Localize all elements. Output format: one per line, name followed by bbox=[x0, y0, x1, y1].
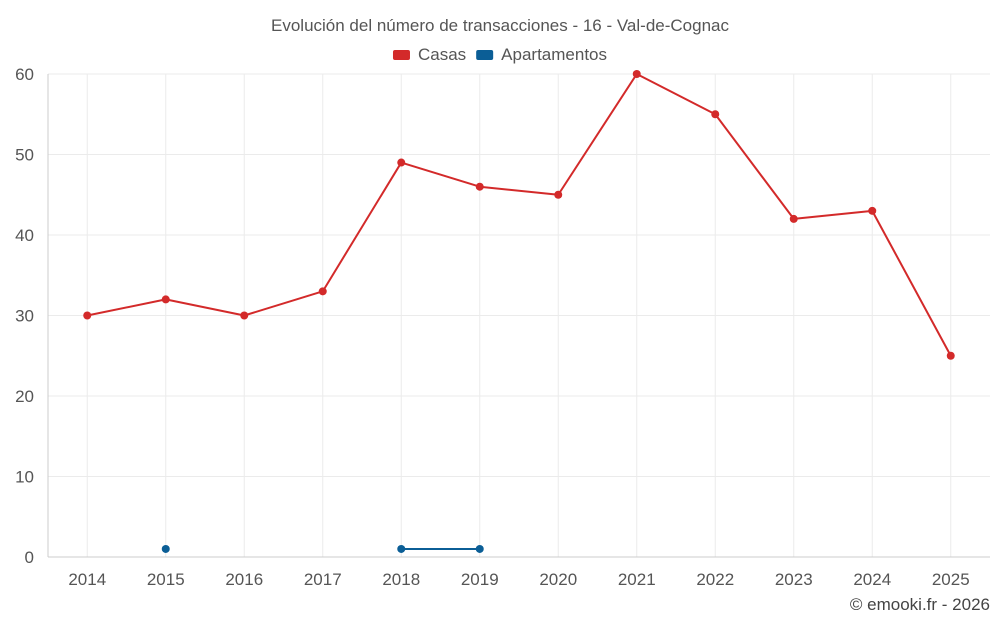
data-point-casas-2022[interactable] bbox=[711, 110, 720, 119]
series-apartamentos bbox=[161, 544, 484, 553]
axes: 0 10 20 30 40 50 60 2014 2015 2016 2017 2018 2019 202… bbox=[15, 65, 990, 589]
x-tick-label: 2014 bbox=[68, 570, 106, 589]
series-line-casas bbox=[87, 73, 952, 357]
grid bbox=[48, 73, 990, 558]
y-tick-label: 0 bbox=[25, 548, 34, 567]
legend: Casas Apartamentos bbox=[392, 45, 607, 64]
y-tick-label: 20 bbox=[15, 387, 34, 406]
x-tick-label: 2022 bbox=[696, 570, 734, 589]
chart-title: Evolución del número de transacciones - … bbox=[271, 16, 729, 35]
y-tick-label: 30 bbox=[15, 307, 34, 326]
data-point-casas-2020[interactable] bbox=[554, 190, 563, 199]
series-layer bbox=[83, 70, 955, 553]
x-tick-label: 2020 bbox=[539, 570, 577, 589]
credit-text: © emooki.fr - 2026 bbox=[850, 595, 990, 614]
legend-item-apartamentos[interactable]: Apartamentos bbox=[476, 45, 607, 64]
data-point-apartamentos-2018[interactable] bbox=[397, 544, 406, 553]
data-point-casas-2014[interactable] bbox=[83, 311, 92, 320]
data-point-casas-2016[interactable] bbox=[240, 311, 249, 320]
data-point-casas-2025[interactable] bbox=[946, 351, 955, 360]
data-point-casas-2017[interactable] bbox=[318, 287, 327, 296]
legend-swatch bbox=[392, 50, 410, 60]
data-point-apartamentos-2019[interactable] bbox=[475, 544, 484, 553]
y-tick-label: 60 bbox=[15, 65, 34, 84]
legend-item-casas[interactable]: Casas bbox=[392, 45, 466, 64]
legend-label: Apartamentos bbox=[501, 45, 607, 64]
data-point-casas-2018[interactable] bbox=[397, 158, 406, 167]
data-point-casas-2024[interactable] bbox=[868, 206, 877, 215]
x-tick-label: 2021 bbox=[618, 570, 656, 589]
data-point-casas-2023[interactable] bbox=[789, 214, 798, 223]
data-point-casas-2021[interactable] bbox=[632, 70, 641, 78]
legend-swatch bbox=[476, 50, 494, 60]
legend-label: Casas bbox=[418, 45, 466, 64]
data-point-casas-2015[interactable] bbox=[161, 295, 170, 304]
x-tick-label: 2015 bbox=[147, 570, 185, 589]
x-tick-label: 2016 bbox=[225, 570, 263, 589]
y-tick-label: 10 bbox=[15, 468, 34, 487]
y-tick-label: 50 bbox=[15, 146, 34, 165]
data-point-apartamentos-2015[interactable] bbox=[161, 544, 170, 553]
x-tick-label: 2023 bbox=[775, 570, 813, 589]
y-tick-label: 40 bbox=[15, 226, 34, 245]
series-casas bbox=[83, 70, 955, 360]
x-tick-label: 2018 bbox=[382, 570, 420, 589]
x-tick-label: 2024 bbox=[853, 570, 891, 589]
data-point-casas-2019[interactable] bbox=[475, 182, 484, 191]
x-tick-label: 2017 bbox=[304, 570, 342, 589]
x-tick-label: 2025 bbox=[932, 570, 970, 589]
x-tick-label: 2019 bbox=[461, 570, 499, 589]
